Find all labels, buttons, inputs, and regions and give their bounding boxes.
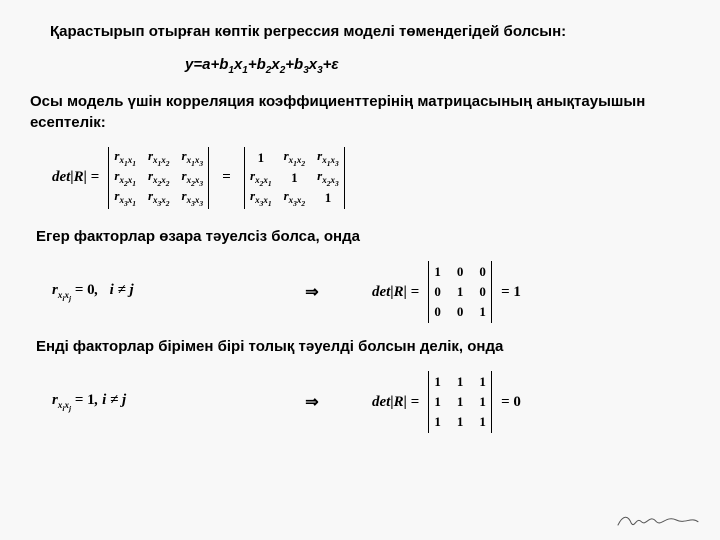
matrix-cell: 0 <box>457 304 464 320</box>
identity-matrix: 100010001 <box>425 261 495 323</box>
matrix-cell: 1 <box>258 150 265 166</box>
matrix-cell: rx3x3 <box>182 188 204 208</box>
matrix-r-diag1: 1 rx1x2 rx1x3 rx2x1 1 rx2x3 rx3x1 rx3x2 1 <box>241 147 348 209</box>
matrix-cell: 1 <box>479 394 486 410</box>
equals-sign: = <box>218 169 235 186</box>
implies-arrow-1: ⇒ <box>252 282 372 302</box>
matrix-r-full: rx1x1 rx1x2 rx1x3 rx2x1 rx2x2 rx2x3 rx3x1 rx3x2… <box>105 147 212 209</box>
implies-arrow-2: ⇒ <box>252 392 372 412</box>
independent-case: rxixj = 0, i ≠ j ⇒ det|R| = 100010001 = … <box>52 261 690 323</box>
matrix-cell: 1 <box>457 284 464 300</box>
matrix-cell: 1 <box>291 170 298 186</box>
det-r-expansion: det|R| = rx1x1rx1x2rx1x3rx2x1rx2x2rx2x3r… <box>52 147 690 209</box>
equals-zero: = 0 <box>501 394 521 411</box>
matrix-cell: rx1x2 <box>148 148 170 168</box>
paragraph-3: Егер факторлар өзара тәуелсіз болса, онд… <box>30 227 690 247</box>
det-r-label: det|R| = <box>52 169 99 186</box>
matrix-cell: rx3x1 <box>114 188 136 208</box>
matrix-cell: 0 <box>434 284 441 300</box>
matrix-cell: 1 <box>325 190 332 206</box>
matrix-cell: rx1x2 <box>284 148 306 168</box>
matrix-cell: rx2x3 <box>317 168 339 188</box>
matrix-cell: 1 <box>457 414 464 430</box>
matrix-cell: rx2x2 <box>148 168 170 188</box>
paragraph-2: Осы модель үшін корреляция коэффициентте… <box>30 92 690 133</box>
matrix-cell: rx2x3 <box>182 168 204 188</box>
matrix-cell: 0 <box>479 264 486 280</box>
matrix-cell: rx3x2 <box>148 188 170 208</box>
matrix-cell: 0 <box>479 284 486 300</box>
dependent-case: rxixj = 1, i ≠ j ⇒ det|R| = 111111111 = … <box>52 371 690 433</box>
matrix-cell: rx1x3 <box>317 148 339 168</box>
matrix-cell: rx1x1 <box>114 148 136 168</box>
matrix-cell: rx1x3 <box>182 148 204 168</box>
matrix-cell: 1 <box>434 264 441 280</box>
det-r-label-2: det|R| = <box>372 284 419 301</box>
matrix-cell: 1 <box>479 374 486 390</box>
paragraph-4: Енді факторлар бірімен бірі толық тәуелд… <box>30 337 690 357</box>
matrix-cell: rx2x1 <box>250 168 272 188</box>
equals-one: = 1 <box>501 284 521 301</box>
model-equation: y=a+b1x1+b2x2+b3x3+ε <box>30 56 690 76</box>
matrix-cell: rx2x1 <box>114 168 136 188</box>
case2-condition: rxixj = 1, i ≠ j <box>52 392 252 413</box>
matrix-cell: 1 <box>479 414 486 430</box>
matrix-cell: 1 <box>434 394 441 410</box>
matrix-cell: 1 <box>457 394 464 410</box>
matrix-cell: rx3x2 <box>284 188 306 208</box>
matrix-cell: 0 <box>457 264 464 280</box>
det-r-label-3: det|R| = <box>372 394 419 411</box>
case1-condition: rxixj = 0, i ≠ j <box>52 282 252 303</box>
matrix-cell: 0 <box>434 304 441 320</box>
ones-matrix: 111111111 <box>425 371 495 433</box>
matrix-cell: 1 <box>457 374 464 390</box>
signature-icon <box>614 510 702 530</box>
matrix-cell: rx3x1 <box>250 188 272 208</box>
matrix-cell: 1 <box>479 304 486 320</box>
matrix-cell: 1 <box>434 374 441 390</box>
matrix-cell: 1 <box>434 414 441 430</box>
title-text: Қарастырып отырған көптік регрессия моде… <box>30 22 690 42</box>
